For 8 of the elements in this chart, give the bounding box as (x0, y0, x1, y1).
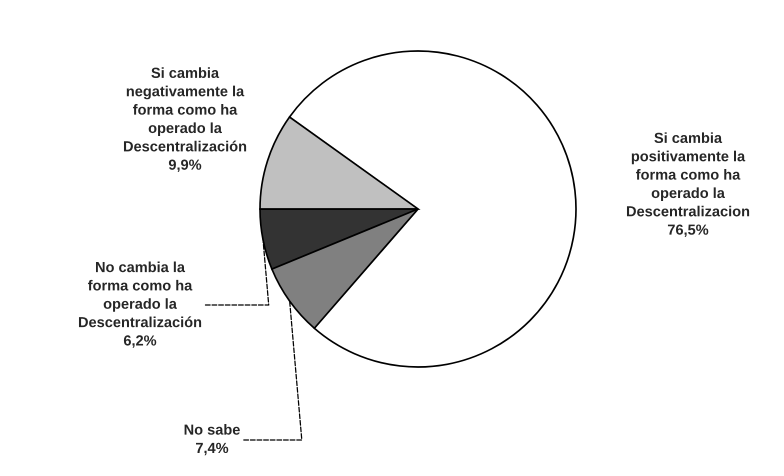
data-label: 7,4% (196, 442, 228, 456)
slice-label: No cambia la forma como ha operado la Descentralización (78, 262, 202, 328)
data-label: 9,9% (168, 159, 202, 172)
slice-label: Si cambia positivamente la forma como ha operado la Descentralizacion (626, 132, 750, 216)
data-label: 6,2% (124, 335, 156, 348)
slice-label: No sabe (184, 424, 240, 435)
slice-label: Si cambia negativamente la forma como ha operado la Descentralización (124, 67, 246, 152)
data-label: 76,5% (668, 224, 708, 237)
